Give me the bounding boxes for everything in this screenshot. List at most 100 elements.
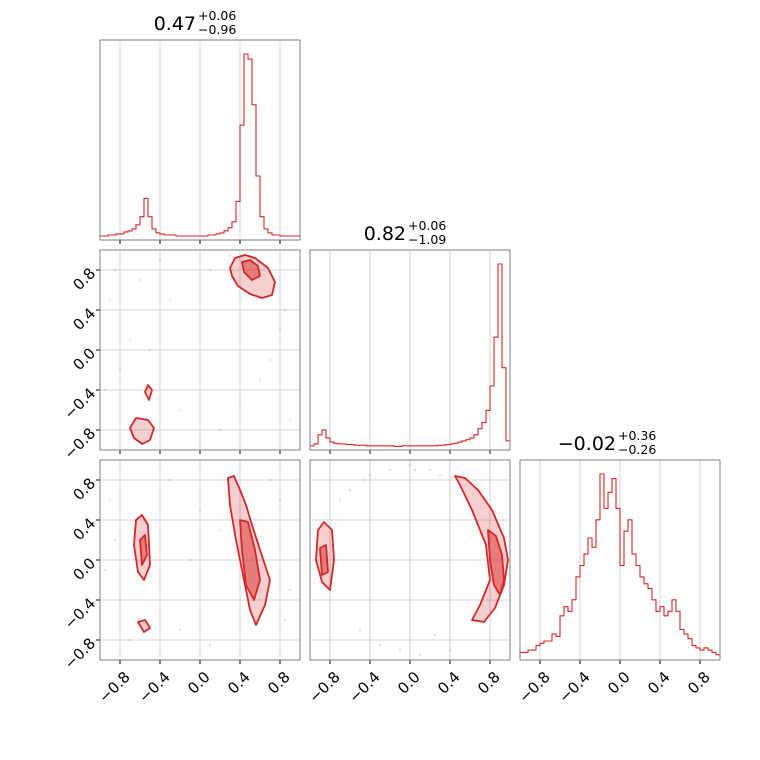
scatter-point — [388, 468, 392, 472]
title-minus: −0.96 — [198, 22, 236, 37]
x-tick-label: −0.8 — [515, 668, 553, 706]
x-tick-label: 0.4 — [644, 668, 674, 698]
scatter-point — [108, 298, 112, 302]
scatter-point — [128, 338, 132, 342]
y-tick-label: −0.8 — [61, 634, 99, 672]
contour-inner — [139, 534, 148, 566]
scatter-point — [148, 348, 152, 352]
scatter-point — [228, 253, 232, 257]
scatter-point — [178, 628, 182, 632]
scatter-point — [188, 558, 192, 562]
scatter-point — [448, 648, 452, 652]
scatter-point — [108, 498, 112, 502]
panel-frame — [519, 459, 721, 661]
contour-outer — [129, 417, 155, 445]
y-tick-label: −0.4 — [61, 384, 99, 422]
histogram-step-1 — [309, 263, 510, 447]
title-plus: +0.06 — [198, 8, 236, 23]
scatter-point — [338, 498, 342, 502]
x-tick-label: 0.8 — [264, 668, 294, 698]
y-tick-label: −0.4 — [61, 594, 99, 632]
scatter-point — [103, 568, 107, 572]
title-plus: +0.36 — [618, 428, 656, 443]
contour-outer — [137, 619, 151, 633]
x-tick-label: −0.8 — [305, 668, 343, 706]
y-tick-label: 0.4 — [69, 514, 99, 544]
scatter-point — [218, 428, 222, 432]
x-tick-label: 0.4 — [434, 668, 464, 698]
x-tick-label: 0.8 — [474, 668, 504, 698]
x-tick-label: −0.4 — [555, 668, 593, 706]
y-tick-label: 0.4 — [69, 304, 99, 334]
scatter-point — [168, 298, 172, 302]
y-tick-label: 0.0 — [69, 344, 99, 374]
scatter-point — [138, 278, 142, 282]
contour-outer — [144, 384, 153, 401]
panel-1-0 — [96, 250, 300, 454]
y-tick-label: 0.0 — [69, 554, 99, 584]
panel-frame — [309, 459, 511, 661]
title-minus: −0.26 — [618, 442, 656, 457]
histogram-step-0 — [99, 53, 300, 237]
scatter-point — [288, 418, 292, 422]
scatter-point — [208, 643, 212, 647]
scatter-point — [208, 268, 212, 272]
scatter-point — [413, 468, 417, 472]
scatter-point — [158, 258, 162, 262]
scatter-point — [113, 268, 117, 272]
scatter-point — [283, 308, 287, 312]
title-minus: −1.09 — [408, 232, 446, 247]
x-tick-label: −0.8 — [95, 668, 133, 706]
title-value: −0.02 — [558, 433, 616, 455]
scatter-point — [283, 618, 287, 622]
scatter-point — [358, 628, 362, 632]
scatter-point — [433, 633, 437, 637]
scatter-point — [118, 598, 122, 602]
scatter-point — [418, 653, 422, 657]
x-tick-label: −0.4 — [345, 668, 383, 706]
scatter-point — [128, 638, 132, 642]
scatter-point — [278, 328, 282, 332]
title-value: 0.47 — [154, 13, 196, 35]
panel-1-1 — [310, 250, 510, 454]
panel-frame — [309, 249, 511, 451]
scatter-point — [278, 498, 282, 502]
scatter-point — [268, 358, 272, 362]
panel-frame — [99, 249, 301, 451]
panel-2-1 — [310, 460, 510, 664]
scatter-point — [113, 538, 117, 542]
scatter-point — [288, 588, 292, 592]
title-value: 0.82 — [364, 223, 406, 245]
x-tick-label: 0.0 — [394, 668, 424, 698]
histogram-step-2 — [519, 473, 720, 657]
panel-0-0 — [100, 40, 300, 244]
panel-2-0 — [96, 460, 300, 664]
x-tick-label: 0.0 — [184, 668, 214, 698]
scatter-point — [178, 408, 182, 412]
scatter-point — [428, 468, 432, 472]
contour-inner — [319, 544, 329, 576]
scatter-point — [198, 508, 202, 512]
y-tick-label: 0.8 — [69, 474, 99, 504]
scatter-point — [368, 473, 372, 477]
y-tick-label: 0.8 — [69, 264, 99, 294]
scatter-point — [398, 648, 402, 652]
scatter-point — [378, 643, 382, 647]
contour-inner — [239, 519, 261, 601]
x-tick-label: 0.8 — [684, 668, 714, 698]
scatter-point — [168, 478, 172, 482]
scatter-point — [258, 378, 262, 382]
scatter-point — [408, 463, 412, 467]
contour-inner — [487, 529, 505, 596]
y-tick-label: −0.8 — [61, 424, 99, 462]
scatter-point — [238, 398, 242, 402]
scatter-point — [218, 528, 222, 532]
panel-frame — [99, 39, 301, 241]
scatter-point — [103, 388, 107, 392]
x-tick-label: 0.0 — [604, 668, 634, 698]
x-tick-label: 0.4 — [224, 668, 254, 698]
contour-inner — [241, 259, 261, 281]
x-tick-label: −0.4 — [135, 668, 173, 706]
scatter-point — [438, 473, 442, 477]
